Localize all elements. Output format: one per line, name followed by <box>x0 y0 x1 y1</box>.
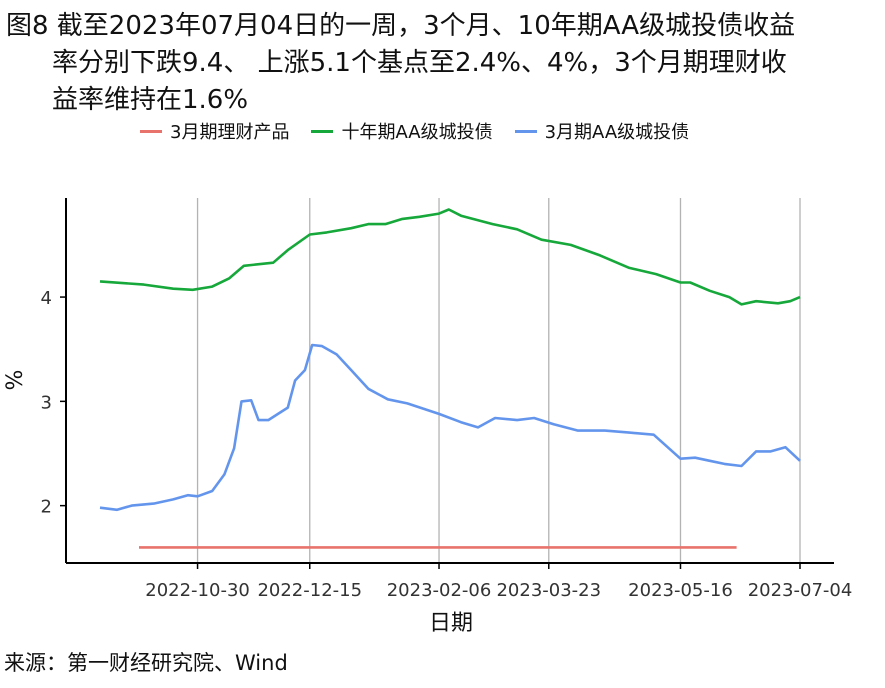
x-tick-label: 2023-07-04 <box>748 580 853 601</box>
x-tick-label: 2023-05-16 <box>628 580 733 601</box>
x-tick-label: 2022-10-30 <box>145 580 250 601</box>
chart-title-line-3: 益率维持在1.6% <box>52 85 249 115</box>
series-line-aa-10y <box>99 208 801 306</box>
legend-label-wealth-3m: 3月期理财产品 <box>170 122 290 143</box>
legend-swatch-aa-10y <box>311 129 334 133</box>
y-tick-label: 2 <box>41 497 52 518</box>
legend-item-aa-10y: 十年期AA级城投债 <box>311 118 493 144</box>
series-layer <box>99 208 801 549</box>
chart-title-line-1: 图8 截至2023年07月04日的一周，3个月、10年期AA级城投债收益 <box>6 11 796 41</box>
chart-legend: 3月期理财产品 十年期AA级城投债 3月期AA级城投债 <box>140 118 689 144</box>
legend-label-aa-3m: 3月期AA级城投债 <box>544 122 690 143</box>
legend-label-aa-10y: 十年期AA级城投债 <box>341 122 493 143</box>
series-line-aa-3m <box>99 343 801 512</box>
x-tick-label: 2023-03-23 <box>496 580 601 601</box>
y-tick-label: 4 <box>41 288 52 309</box>
axis-layer <box>65 198 834 564</box>
chart-title: 图8 截至2023年07月04日的一周，3个月、10年期AA级城投债收益 率分别… <box>6 8 795 119</box>
y-tick-label: 3 <box>41 392 52 413</box>
x-axis-title: 日期 <box>429 611 473 636</box>
legend-swatch-aa-3m <box>514 129 537 133</box>
x-tick-label: 2023-02-06 <box>387 580 492 601</box>
legend-item-wealth-3m: 3月期理财产品 <box>140 118 289 144</box>
x-tick-label: 2022-12-15 <box>257 580 362 601</box>
chart-title-line-2: 率分别下跌9.4、 上涨5.1个基点至2.4%、4%，3个月期理财收 <box>52 48 787 78</box>
legend-swatch-wealth-3m <box>140 129 162 133</box>
grid-layer <box>196 198 801 563</box>
source-note: 来源：第一财经研究院、Wind <box>4 651 288 675</box>
y-axis-title: % <box>3 370 28 391</box>
ticks-layer: 2022-10-30 2022-12-15 2023-02-06 2023-03-23… <box>41 288 853 601</box>
legend-item-aa-3m: 3月期AA级城投债 <box>514 118 690 144</box>
